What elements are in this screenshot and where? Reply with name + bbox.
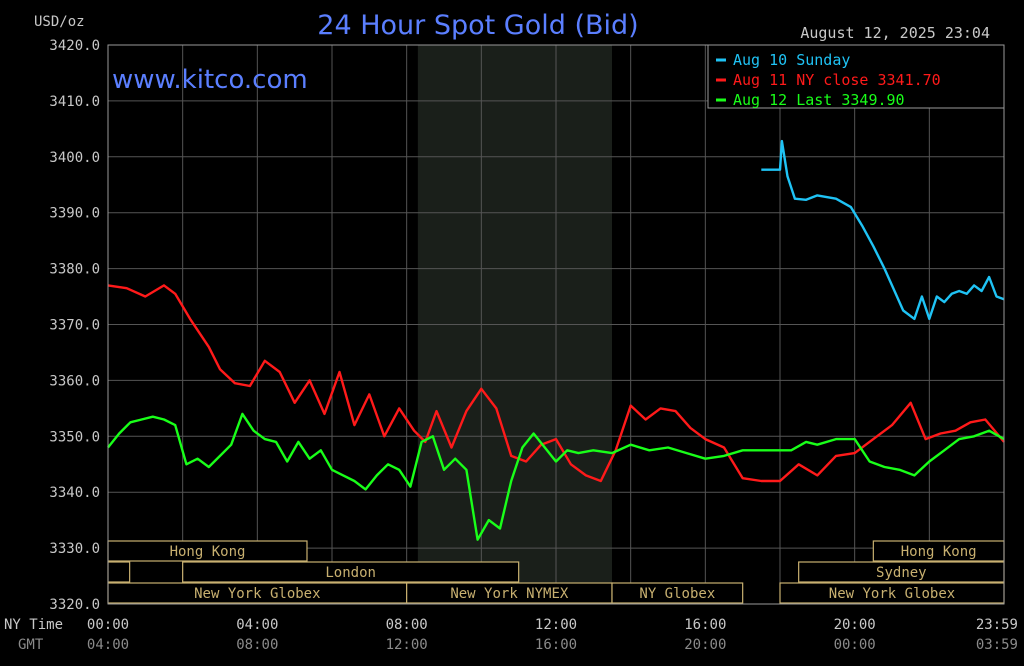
plot-frame [107, 44, 1005, 605]
market-bar: Sydney [798, 561, 1005, 583]
ny-time-label: NY Time [4, 617, 63, 633]
market-bar-box [611, 582, 744, 604]
timestamp: August 12, 2025 23:04 [800, 24, 990, 42]
y-tick-label: 3380.0 [49, 262, 100, 278]
x-tick-label-ny: 04:00 [236, 617, 278, 633]
x-tick-label-gmt: 12:00 [386, 637, 428, 653]
series-line [761, 139, 1005, 321]
legend-label: Aug 11 NY close 3341.70 [733, 71, 941, 89]
y-tick-label: 3360.0 [49, 373, 100, 389]
market-bar-label: Sydney [876, 565, 927, 581]
series-line [107, 412, 1005, 541]
y-axis-ticks: 3420.0 3410.0 3400.0 3390.0 3380.0 3370.0 3360… [49, 38, 100, 613]
x-tick-label-ny: 16:00 [684, 617, 726, 633]
y-tick-label: 3400.0 [49, 150, 100, 166]
x-tick-label-ny: 00:00 [87, 617, 129, 633]
legend: Aug 10 Sunday Aug 11 NY close 3341.70 Aug … [707, 44, 1005, 109]
y-tick-label: 3390.0 [49, 206, 100, 222]
market-bar: London [182, 561, 520, 583]
market-bar: New York Globex [779, 582, 1005, 604]
market-bar-box [107, 561, 131, 583]
market-bar-label: New York Globex [194, 586, 320, 602]
market-bar-label: Hong Kong [901, 544, 977, 560]
price-series [107, 139, 1005, 541]
x-tick-label-gmt: 20:00 [684, 637, 726, 653]
x-tick-label-gmt: 04:00 [87, 637, 129, 653]
legend-label: Aug 10 Sunday [733, 51, 850, 69]
market-bar-label: London [325, 565, 376, 581]
y-tick-label: 3410.0 [49, 94, 100, 110]
legend-label: Aug 12 Last 3349.90 [733, 91, 905, 109]
watermark: www.kitco.com [112, 65, 308, 95]
market-bar-label: New York NYMEX [450, 586, 569, 602]
y-tick-label: 3320.0 [49, 597, 100, 613]
market-bar-box [182, 561, 520, 583]
x-tick-label-gmt: 08:00 [236, 637, 278, 653]
market-bar-label: Hong Kong [170, 544, 246, 560]
gmt-label: GMT [18, 637, 44, 653]
x-axis-ticks: 00:00 04:00 08:00 12:00 16:00 20:00 23:59 04:00… [87, 617, 1018, 653]
market-bar: Hong Kong [872, 540, 1005, 562]
x-tick-label-ny: 08:00 [386, 617, 428, 633]
market-bar: New York Globex [107, 582, 408, 604]
grid-lines [108, 44, 1004, 605]
market-bar [107, 561, 131, 583]
x-tick-label-ny: 23:59 [976, 617, 1018, 633]
market-bar-label: New York Globex [829, 586, 955, 602]
y-tick-label: 3350.0 [49, 429, 100, 445]
x-tick-label-ny: 20:00 [834, 617, 876, 633]
market-bar-label: NY Globex [639, 586, 715, 602]
x-tick-label-ny: 12:00 [535, 617, 577, 633]
x-tick-label-gmt: 00:00 [834, 637, 876, 653]
market-bar: Hong Kong [107, 540, 308, 562]
unit-label: USD/oz [34, 14, 85, 30]
y-tick-label: 3420.0 [49, 38, 100, 54]
market-session-bars: Hong Kong London New York Globex New York N… [107, 540, 1005, 604]
x-tick-label-gmt: 03:59 [976, 637, 1018, 653]
market-bar: NY Globex [611, 582, 744, 604]
x-tick-label-gmt: 16:00 [535, 637, 577, 653]
y-tick-label: 3330.0 [49, 541, 100, 557]
y-tick-label: 3340.0 [49, 485, 100, 501]
y-tick-label: 3370.0 [49, 318, 100, 334]
legend-box [707, 44, 1005, 109]
market-bar: New York NYMEX [406, 582, 613, 604]
chart-title: 24 Hour Spot Gold (Bid) [317, 10, 638, 41]
series-line [107, 284, 1005, 483]
